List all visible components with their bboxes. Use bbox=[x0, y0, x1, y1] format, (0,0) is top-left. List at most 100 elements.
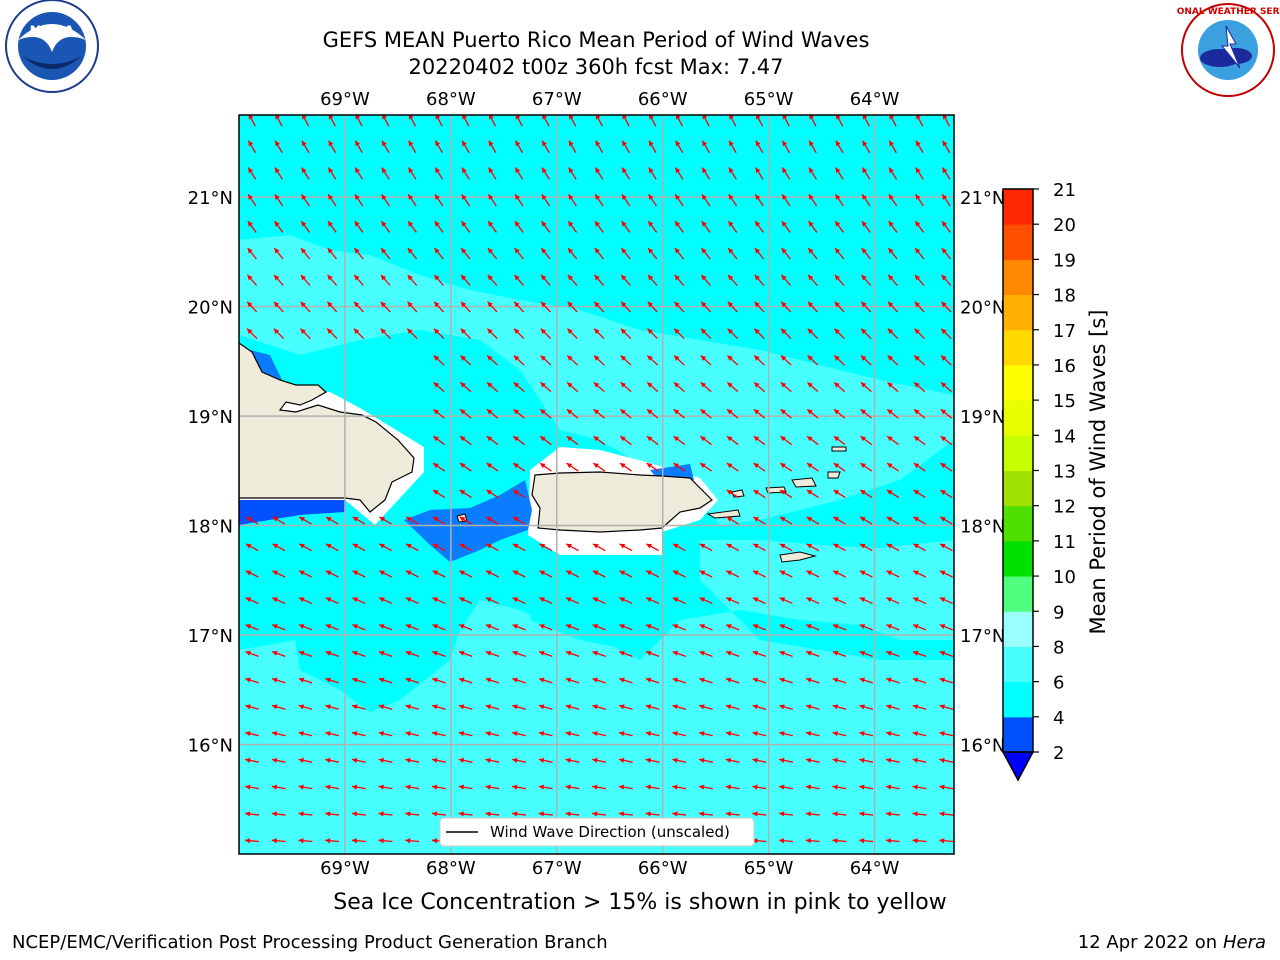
wind-arrow bbox=[939, 811, 954, 817]
wind-arrow bbox=[407, 274, 418, 286]
wind-arrow bbox=[460, 220, 471, 233]
wind-arrow bbox=[539, 597, 553, 605]
wind-arrow bbox=[271, 650, 286, 657]
wind-arrow bbox=[512, 677, 526, 684]
wind-arrow bbox=[807, 355, 819, 366]
wind-arrow bbox=[539, 570, 553, 578]
wind-arrow bbox=[808, 193, 818, 207]
wind-arrow bbox=[433, 328, 445, 340]
wind-arrow bbox=[647, 274, 658, 286]
wind-arrow bbox=[488, 167, 497, 180]
colorbar-tick-label: 2 bbox=[1053, 743, 1064, 764]
wind-arrow bbox=[912, 784, 927, 790]
wind-arrow bbox=[725, 624, 740, 631]
wind-arrow bbox=[862, 140, 871, 154]
wind-arrow bbox=[859, 811, 874, 817]
wind-arrow bbox=[432, 650, 446, 657]
wind-arrow bbox=[673, 462, 686, 472]
wind-arrow bbox=[806, 489, 819, 499]
wind-arrow bbox=[540, 247, 551, 260]
wind-arrow bbox=[887, 247, 898, 260]
lon-tick-top-5: 64°W bbox=[850, 89, 900, 110]
wind-arrow bbox=[808, 167, 817, 180]
wind-arrow bbox=[726, 543, 740, 552]
wind-arrow bbox=[325, 838, 340, 844]
wind-arrow bbox=[380, 220, 391, 233]
wind-arrow bbox=[912, 838, 927, 844]
colorbar-tick-label: 4 bbox=[1053, 708, 1064, 729]
wind-arrow bbox=[244, 784, 260, 790]
lon-tick-bottom-4: 65°W bbox=[744, 858, 794, 879]
wind-arrow bbox=[859, 462, 873, 472]
wind-arrow bbox=[859, 597, 873, 605]
wind-arrow bbox=[512, 731, 526, 737]
wind-arrow bbox=[566, 328, 578, 340]
wind-arrow bbox=[940, 408, 953, 419]
wind-arrow bbox=[592, 597, 606, 605]
wind-arrow bbox=[461, 193, 471, 207]
wind-arrow bbox=[836, 115, 844, 127]
contour-2-4s-mona bbox=[404, 480, 532, 562]
wind-arrow bbox=[805, 811, 820, 817]
wind-arrow bbox=[805, 704, 820, 710]
wind-arrow bbox=[725, 731, 740, 737]
wind-arrow bbox=[809, 115, 817, 127]
wind-arrow bbox=[701, 167, 711, 180]
wind-arrow bbox=[271, 838, 286, 844]
wind-arrow bbox=[512, 489, 526, 499]
wind-arrow bbox=[672, 731, 687, 737]
wind-arrow bbox=[672, 624, 686, 631]
wind-arrow bbox=[434, 247, 444, 260]
wind-arrow bbox=[565, 704, 580, 710]
wind-arrow bbox=[352, 597, 366, 605]
wind-arrow bbox=[752, 784, 767, 790]
wind-arrow bbox=[885, 838, 900, 844]
wind-arrow bbox=[300, 247, 311, 260]
wind-arrow bbox=[753, 381, 766, 393]
wind-arrow bbox=[942, 140, 951, 154]
colorbar-band bbox=[1003, 400, 1033, 436]
wind-arrow bbox=[246, 328, 258, 340]
wind-arrow bbox=[594, 247, 604, 260]
wind-arrow bbox=[325, 543, 339, 552]
wind-arrow bbox=[700, 355, 712, 366]
wind-arrow bbox=[859, 489, 873, 499]
wind-arrow bbox=[912, 570, 927, 578]
wind-wave-arrows bbox=[244, 115, 954, 844]
colorbar-label: Mean Period of Wind Waves [s] bbox=[1086, 310, 1110, 635]
wind-arrow bbox=[594, 167, 604, 180]
wind-arrow bbox=[272, 570, 286, 578]
wind-arrow bbox=[327, 167, 337, 180]
wind-arrow bbox=[727, 301, 738, 313]
colorbar-band bbox=[1003, 259, 1033, 296]
wind-arrow bbox=[538, 624, 553, 631]
wind-arrow bbox=[754, 247, 765, 260]
wind-arrow bbox=[727, 328, 739, 340]
colorbar-band bbox=[1003, 364, 1033, 401]
wind-arrow bbox=[912, 757, 927, 763]
wind-arrow bbox=[860, 435, 873, 446]
lat-tick-right-4: 17°N bbox=[960, 626, 1005, 647]
wind-arrow bbox=[647, 220, 658, 233]
wind-arrow bbox=[538, 650, 553, 657]
wind-arrow bbox=[485, 624, 500, 631]
wind-arrow bbox=[887, 301, 899, 313]
wind-arrow bbox=[379, 516, 392, 525]
wind-arrow bbox=[405, 704, 420, 710]
wind-arrow bbox=[565, 731, 580, 737]
wind-arrow bbox=[833, 381, 846, 393]
wind-arrow bbox=[835, 140, 844, 154]
wind-arrow bbox=[701, 247, 711, 260]
wind-arrow bbox=[301, 167, 310, 180]
wind-arrow bbox=[808, 140, 817, 154]
wind-arrow bbox=[780, 328, 792, 340]
colorbar-tick-label: 19 bbox=[1053, 250, 1076, 271]
wind-arrow bbox=[432, 543, 446, 552]
wind-arrow bbox=[752, 543, 766, 552]
wind-arrow bbox=[779, 435, 793, 446]
wind-arrow bbox=[327, 274, 338, 286]
lon-tick-bottom-5: 64°W bbox=[850, 858, 900, 879]
wind-arrow bbox=[512, 704, 526, 710]
wind-arrow bbox=[939, 677, 954, 684]
wind-arrow bbox=[672, 570, 686, 578]
